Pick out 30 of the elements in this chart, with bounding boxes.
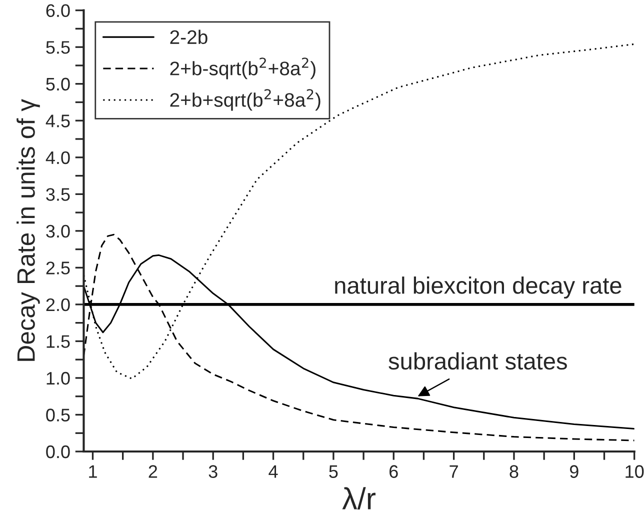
y-tick-label: 3.5	[46, 188, 70, 201]
x-tick-label: 3	[208, 465, 218, 478]
y-tick-label: 2.0	[46, 298, 70, 312]
x-tick-label: 6	[390, 465, 398, 478]
y-axis-title: Decay Rate in units of γ	[16, 98, 40, 361]
x-tick-label: 2	[148, 465, 158, 478]
annotation: subradiant states	[388, 352, 567, 370]
y-tick-label: 5.0	[46, 78, 70, 91]
y-tick-label: 6.0	[46, 4, 70, 18]
x-tick-label: 5	[329, 465, 338, 478]
x-tick-label: 8	[510, 465, 518, 478]
x-axis-title: λ/r	[342, 487, 376, 510]
y-tick-label: 5.5	[46, 41, 70, 54]
x-tick-label: 9	[570, 465, 578, 478]
legend-label: 2+b-sqrt(b$^{2}$+8a$^{2}$)	[170, 58, 316, 80]
y-tick-label: 3.0	[46, 224, 70, 238]
legend-label: 2+b+sqrt(b$^{2}$+8a$^{2}$)	[170, 89, 320, 111]
x-tick-label: 10	[626, 465, 644, 478]
y-tick-label: 2.5	[46, 262, 70, 274]
y-tick-label: 4.5	[46, 114, 70, 128]
x-tick-label: 7	[450, 465, 458, 478]
x-tick-label: 1	[89, 465, 97, 478]
x-tick-label: 4	[268, 465, 278, 478]
y-tick-label: 1.5	[46, 335, 70, 348]
y-tick-label: 1.0	[46, 372, 70, 385]
ref-line-label: natural biexciton decay rate	[335, 276, 622, 299]
y-tick-label: 0.5	[46, 408, 70, 422]
legend-label: 2-2b	[170, 30, 208, 44]
y-tick-label: 4.0	[46, 151, 70, 164]
y-tick-label: 0.0	[46, 445, 70, 458]
